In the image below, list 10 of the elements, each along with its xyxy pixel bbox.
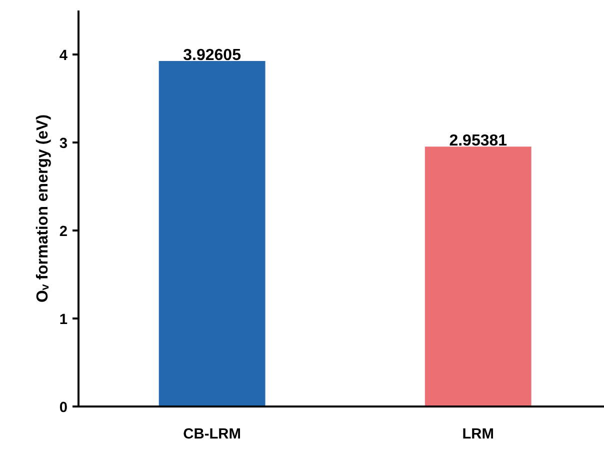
data-label: 3.92605 [183,47,242,64]
y-tick-label: 1 [59,312,68,328]
y-axis-title: Oᵥ formation energy (eV) [34,114,52,303]
y-tick-label: 0 [59,400,68,416]
data-label: 2.95381 [449,132,508,150]
x-tick-label: CB-LRM [183,426,241,442]
y-tick-label: 4 [59,48,68,64]
y-tick-label: 2 [59,224,68,240]
y-tick-label: 3 [59,136,68,152]
x-tick-label: LRM [462,426,494,442]
